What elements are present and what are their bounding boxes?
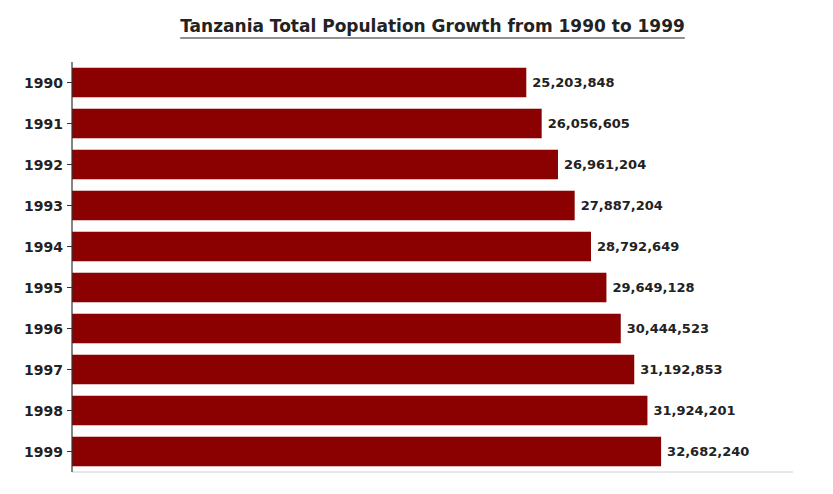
bar — [72, 68, 526, 98]
x-range-line — [72, 472, 793, 473]
data-label: 27,887,204 — [581, 198, 663, 213]
data-labels: 25,203,848 26,056,605 26,961,204 27,887,204… — [532, 75, 749, 459]
y-tick — [67, 410, 72, 411]
bar — [72, 273, 606, 303]
data-label: 32,682,240 — [667, 444, 749, 459]
y-tick-label: 1996 — [24, 321, 63, 337]
y-tick — [67, 164, 72, 165]
bar — [72, 150, 558, 180]
data-label: 31,924,201 — [653, 403, 735, 418]
y-tick-label: 1991 — [24, 116, 63, 132]
data-label: 25,203,848 — [532, 75, 614, 90]
bar — [72, 314, 621, 344]
y-tick — [67, 451, 72, 452]
bar — [72, 191, 575, 221]
y-tick-label: 1999 — [24, 444, 63, 460]
y-tick-label: 1990 — [24, 75, 63, 91]
data-label: 31,192,853 — [640, 362, 722, 377]
data-label: 26,056,605 — [548, 116, 630, 131]
y-tick — [67, 246, 72, 247]
y-tick — [67, 287, 72, 288]
bar — [72, 109, 542, 139]
data-label: 28,792,649 — [597, 239, 679, 254]
y-tick — [67, 82, 72, 83]
y-tick-label: 1995 — [24, 280, 63, 296]
bar — [72, 355, 634, 385]
y-axis: 1990 1991 1992 1993 1994 1995 1996 1997 1998 1999 — [24, 62, 72, 472]
y-tick-label: 1992 — [24, 157, 63, 173]
title-underline — [180, 37, 685, 38]
y-tick — [67, 205, 72, 206]
data-label: 30,444,523 — [627, 321, 709, 336]
bar — [72, 396, 647, 426]
y-tick — [67, 369, 72, 370]
data-label: 26,961,204 — [564, 157, 646, 172]
bar — [72, 232, 591, 262]
bars — [72, 68, 661, 467]
chart-title: Tanzania Total Population Growth from 19… — [180, 16, 685, 36]
chart-container: Tanzania Total Population Growth from 19… — [0, 0, 833, 494]
y-tick-label: 1994 — [24, 239, 63, 255]
chart-svg: Tanzania Total Population Growth from 19… — [0, 0, 833, 494]
y-tick — [67, 123, 72, 124]
y-tick-label: 1997 — [24, 362, 63, 378]
y-tick — [67, 328, 72, 329]
y-tick-label: 1993 — [24, 198, 63, 214]
data-label: 29,649,128 — [612, 280, 694, 295]
y-tick-label: 1998 — [24, 403, 63, 419]
bar — [72, 437, 661, 467]
